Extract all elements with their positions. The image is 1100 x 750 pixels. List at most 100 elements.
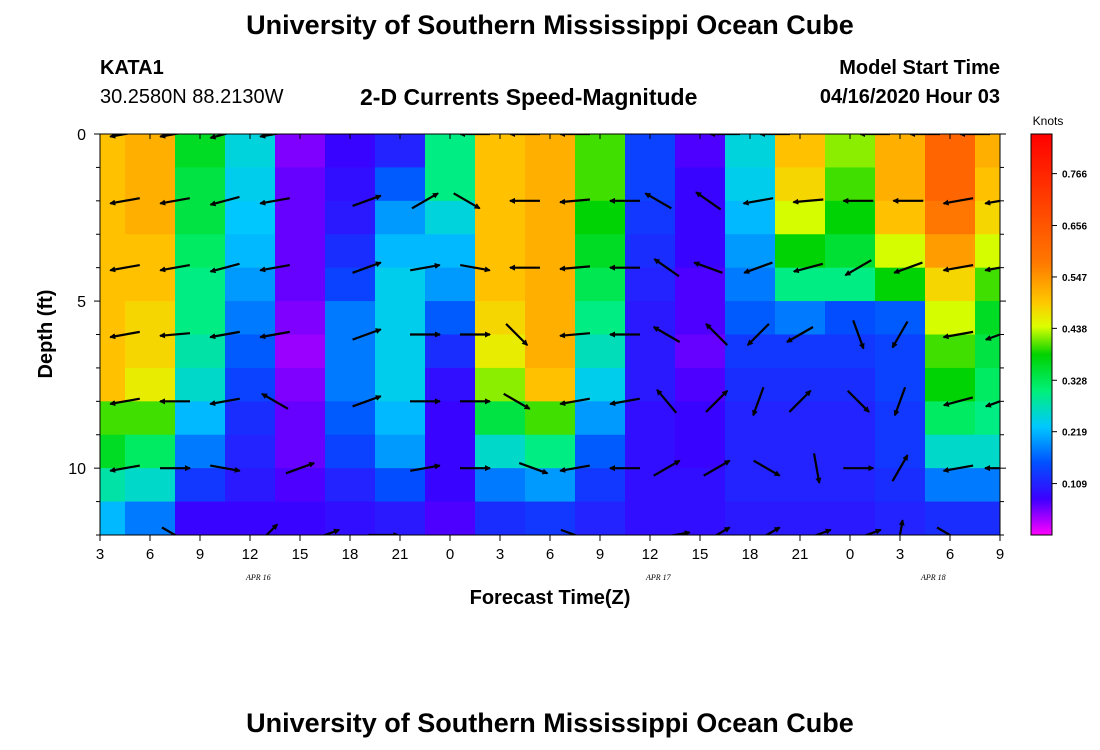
current-vector — [352, 194, 382, 207]
current-vector — [742, 197, 774, 206]
current-vector — [265, 523, 279, 535]
heatmap-cell — [175, 334, 226, 369]
x-tick-label: 21 — [392, 546, 409, 563]
heatmap-cell — [875, 200, 926, 235]
colorbar-tick-label: 0.438 — [1062, 324, 1087, 335]
heatmap-cell — [675, 367, 726, 402]
heatmap-cell — [325, 401, 376, 436]
date-label: APR 18 — [920, 573, 946, 582]
x-tick-label: 21 — [792, 546, 809, 563]
heatmap-cell — [325, 234, 376, 269]
current-vector — [209, 134, 230, 140]
heatmap-cell — [375, 234, 426, 269]
heatmap-cell — [975, 167, 1000, 202]
current-vector — [714, 526, 731, 535]
x-tick-label: 18 — [342, 546, 359, 563]
heatmap-cell — [125, 200, 176, 235]
colorbar-tick-label: 0.656 — [1062, 222, 1087, 233]
heatmap-cell — [825, 334, 876, 369]
heatmap-cell — [925, 267, 976, 302]
heatmap-cell — [225, 468, 276, 503]
heatmap-cell — [275, 167, 326, 202]
heatmap-cell — [825, 434, 876, 469]
heatmap-cell — [675, 200, 726, 235]
heatmap-cell — [425, 434, 476, 469]
heatmap-cell — [825, 301, 876, 336]
heatmap-cell — [175, 434, 226, 469]
current-vector — [653, 459, 681, 477]
heatmap-cell — [725, 234, 776, 269]
heatmap-cell — [875, 401, 926, 436]
current-vector — [559, 198, 591, 205]
heatmap-cell — [825, 468, 876, 503]
current-vector — [159, 332, 191, 339]
heatmap-cell — [725, 267, 776, 302]
heatmap-cell — [475, 367, 526, 402]
current-vector — [352, 395, 382, 408]
current-vector — [109, 134, 132, 139]
heatmap-cell — [225, 267, 276, 302]
heatmap-cell — [775, 167, 826, 202]
heatmap-cell — [675, 234, 726, 269]
x-tick-label: 12 — [642, 546, 659, 563]
heatmap-cell — [475, 134, 526, 169]
current-vector — [788, 389, 812, 413]
heatmap-cell — [775, 301, 826, 336]
heatmap-cell — [725, 301, 776, 336]
current-vector — [109, 330, 140, 340]
current-vector — [752, 386, 765, 417]
heatmap-cell — [725, 134, 776, 169]
heatmap-cell — [125, 234, 176, 269]
heatmap-cell — [175, 501, 226, 535]
heatmap-cell — [625, 267, 676, 302]
current-vector — [109, 197, 140, 206]
x-tick-label: 3 — [496, 546, 504, 563]
colorbar-tick-label: 0.109 — [1062, 480, 1087, 491]
heatmap-cell — [925, 501, 976, 535]
heatmap-cell — [125, 134, 176, 169]
footer-title: University of Southern Mississippi Ocean… — [246, 708, 854, 738]
heatmap-cell — [375, 468, 426, 503]
heatmap-cell — [275, 434, 326, 469]
heatmap-cell — [925, 200, 976, 235]
heatmap-cell — [225, 434, 276, 469]
heatmap-cell — [725, 367, 776, 402]
current-vector — [259, 330, 290, 340]
heatmap-cell — [325, 267, 376, 302]
heatmap-cell — [225, 200, 276, 235]
heatmap-cell — [425, 267, 476, 302]
heatmap-cell — [525, 501, 576, 535]
speed-heatmap — [100, 134, 1000, 535]
current-vector — [942, 263, 974, 273]
heatmap-cell — [775, 367, 826, 402]
heatmap-cell — [325, 367, 376, 402]
y-tick-label: 0 — [77, 127, 86, 144]
heatmap-cell — [100, 134, 126, 169]
heatmap-cell — [525, 468, 576, 503]
current-vectors — [109, 134, 1000, 535]
heatmap-cell — [225, 167, 276, 202]
current-vector — [812, 453, 822, 484]
chart-subtitle: 2-D Currents Speed-Magnitude — [360, 84, 698, 110]
date-label: APR 16 — [245, 573, 271, 582]
x-tick-label: 3 — [96, 546, 104, 563]
x-tick-label: 9 — [596, 546, 604, 563]
heatmap-cell — [725, 334, 776, 369]
current-vector — [209, 195, 240, 207]
heatmap-cell — [675, 501, 726, 535]
colorbar-tick-label: 0.219 — [1062, 428, 1087, 439]
date-label: APR 17 — [645, 573, 672, 582]
heatmap-cell — [975, 267, 1000, 302]
heatmap-cell — [275, 334, 326, 369]
heatmap-cell — [125, 301, 176, 336]
heatmap-cell — [175, 301, 226, 336]
current-vector — [653, 258, 680, 278]
heatmap-cell — [100, 401, 126, 436]
heatmap-cell — [525, 367, 576, 402]
heatmap-cell — [475, 334, 526, 369]
heatmap-cell — [975, 434, 1000, 469]
colorbar-tick-label: 0.766 — [1062, 170, 1087, 181]
heatmap-cell — [225, 134, 276, 169]
heatmap-cell — [725, 167, 776, 202]
heatmap-cell — [425, 401, 476, 436]
